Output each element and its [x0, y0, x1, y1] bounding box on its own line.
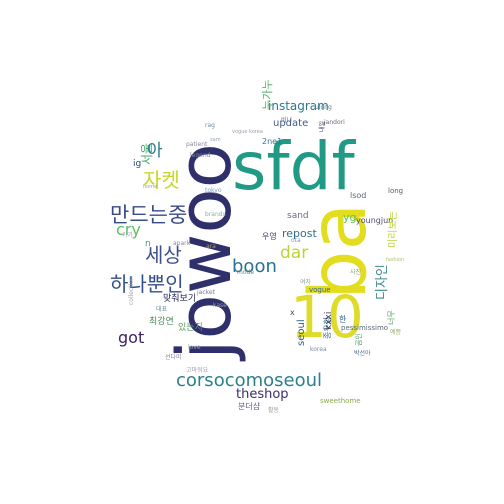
cloud-word: 내일: [319, 120, 326, 132]
cloud-word: 활동: [268, 407, 280, 414]
cloud-word: jacket: [197, 289, 215, 296]
cloud-word: 자켓: [143, 168, 180, 192]
cloud-word: tokyo: [205, 187, 222, 194]
cloud-word: update: [273, 118, 309, 129]
cloud-word: ulong: [315, 104, 332, 111]
cloud-word: corsocomoseoul: [176, 370, 323, 391]
cloud-word: fashion: [386, 257, 405, 263]
cloud-word: 선다미: [165, 354, 182, 361]
cloud-word: 박선아: [354, 350, 371, 357]
cloud-word: patient: [186, 141, 208, 148]
cloud-word: x: [290, 308, 295, 317]
cloud-word: zam: [210, 137, 221, 143]
cloud-word: vogue korea: [232, 129, 263, 135]
cloud-word: dar: [280, 243, 309, 263]
cloud-word: vogue: [309, 286, 331, 294]
cloud-word: korea: [310, 346, 327, 353]
cloud-word: pessimissimo: [341, 324, 389, 332]
cloud-word: ig: [133, 159, 142, 169]
cloud-word: apark: [173, 240, 191, 247]
cloud-word: instagram: [268, 99, 329, 113]
cloud-word: 누가누: [261, 79, 274, 110]
cloud-word: long: [388, 187, 404, 195]
cloud-word: rag: [205, 122, 215, 129]
cloud-word: 만드는중: [110, 203, 188, 227]
cloud-word: boon: [232, 256, 277, 277]
cloud-word: 여자: [300, 279, 312, 286]
cloud-word: sweethome: [320, 397, 361, 405]
cloud-word: 아: [147, 141, 163, 161]
cloud-word: kase: [213, 302, 227, 309]
cloud-word: 2ne1: [262, 137, 283, 146]
cloud-word: 대표: [156, 306, 168, 313]
cloud-word: 곰인: [355, 333, 363, 346]
cloud-word: 하나뿐인: [110, 272, 184, 296]
cloud-word: ota: [291, 237, 301, 244]
cloud-word: 세상: [145, 243, 182, 267]
cloud-word: legend: [190, 152, 211, 159]
cloud-word: 가가: [122, 232, 134, 239]
cloud-word: 예쁨: [390, 329, 402, 336]
cloud-word: 비니: [281, 117, 293, 124]
cloud-word: love: [188, 344, 201, 351]
cloud-word: got: [118, 328, 145, 347]
cloud-word: theshop: [236, 387, 289, 402]
cloud-word: cry: [116, 220, 141, 239]
cloud-word: 있는지: [178, 323, 203, 333]
cloud-word: kxxi: [324, 311, 334, 330]
cloud-word: 분더샵: [238, 402, 261, 411]
cloud-word: repost: [282, 227, 317, 240]
cloud-word: mode: [237, 269, 255, 276]
cloud-word: 디자인: [375, 264, 390, 300]
cloud-word: seoul: [296, 319, 307, 346]
cloud-word: 사진: [350, 269, 362, 276]
cloud-word: 한: [339, 315, 347, 324]
cloud-word: 미리보는: [388, 211, 399, 248]
cloud-word: home: [143, 184, 158, 190]
cloud-word: 맞춰보기: [163, 294, 197, 304]
cloud-word: brands: [205, 211, 226, 218]
cloud-word: youngjun: [356, 216, 394, 225]
cloud-word: ara: [206, 243, 216, 250]
cloud-word: 최강연: [149, 317, 174, 327]
cloud-word: 10: [290, 283, 364, 351]
cloud-word: sand: [287, 211, 309, 221]
cloud-word: 고마워요: [186, 367, 209, 374]
cloud-word: 우영: [262, 232, 277, 241]
cloud-word: lsod: [350, 191, 367, 200]
cloud-word: 너무: [387, 310, 396, 325]
cloud-word: sfdf: [232, 128, 355, 205]
cloud-word: n: [145, 239, 151, 249]
cloud-word: collection: [128, 276, 135, 305]
cloud-word: yg: [343, 211, 357, 224]
cloud-word: jandori: [324, 119, 345, 126]
